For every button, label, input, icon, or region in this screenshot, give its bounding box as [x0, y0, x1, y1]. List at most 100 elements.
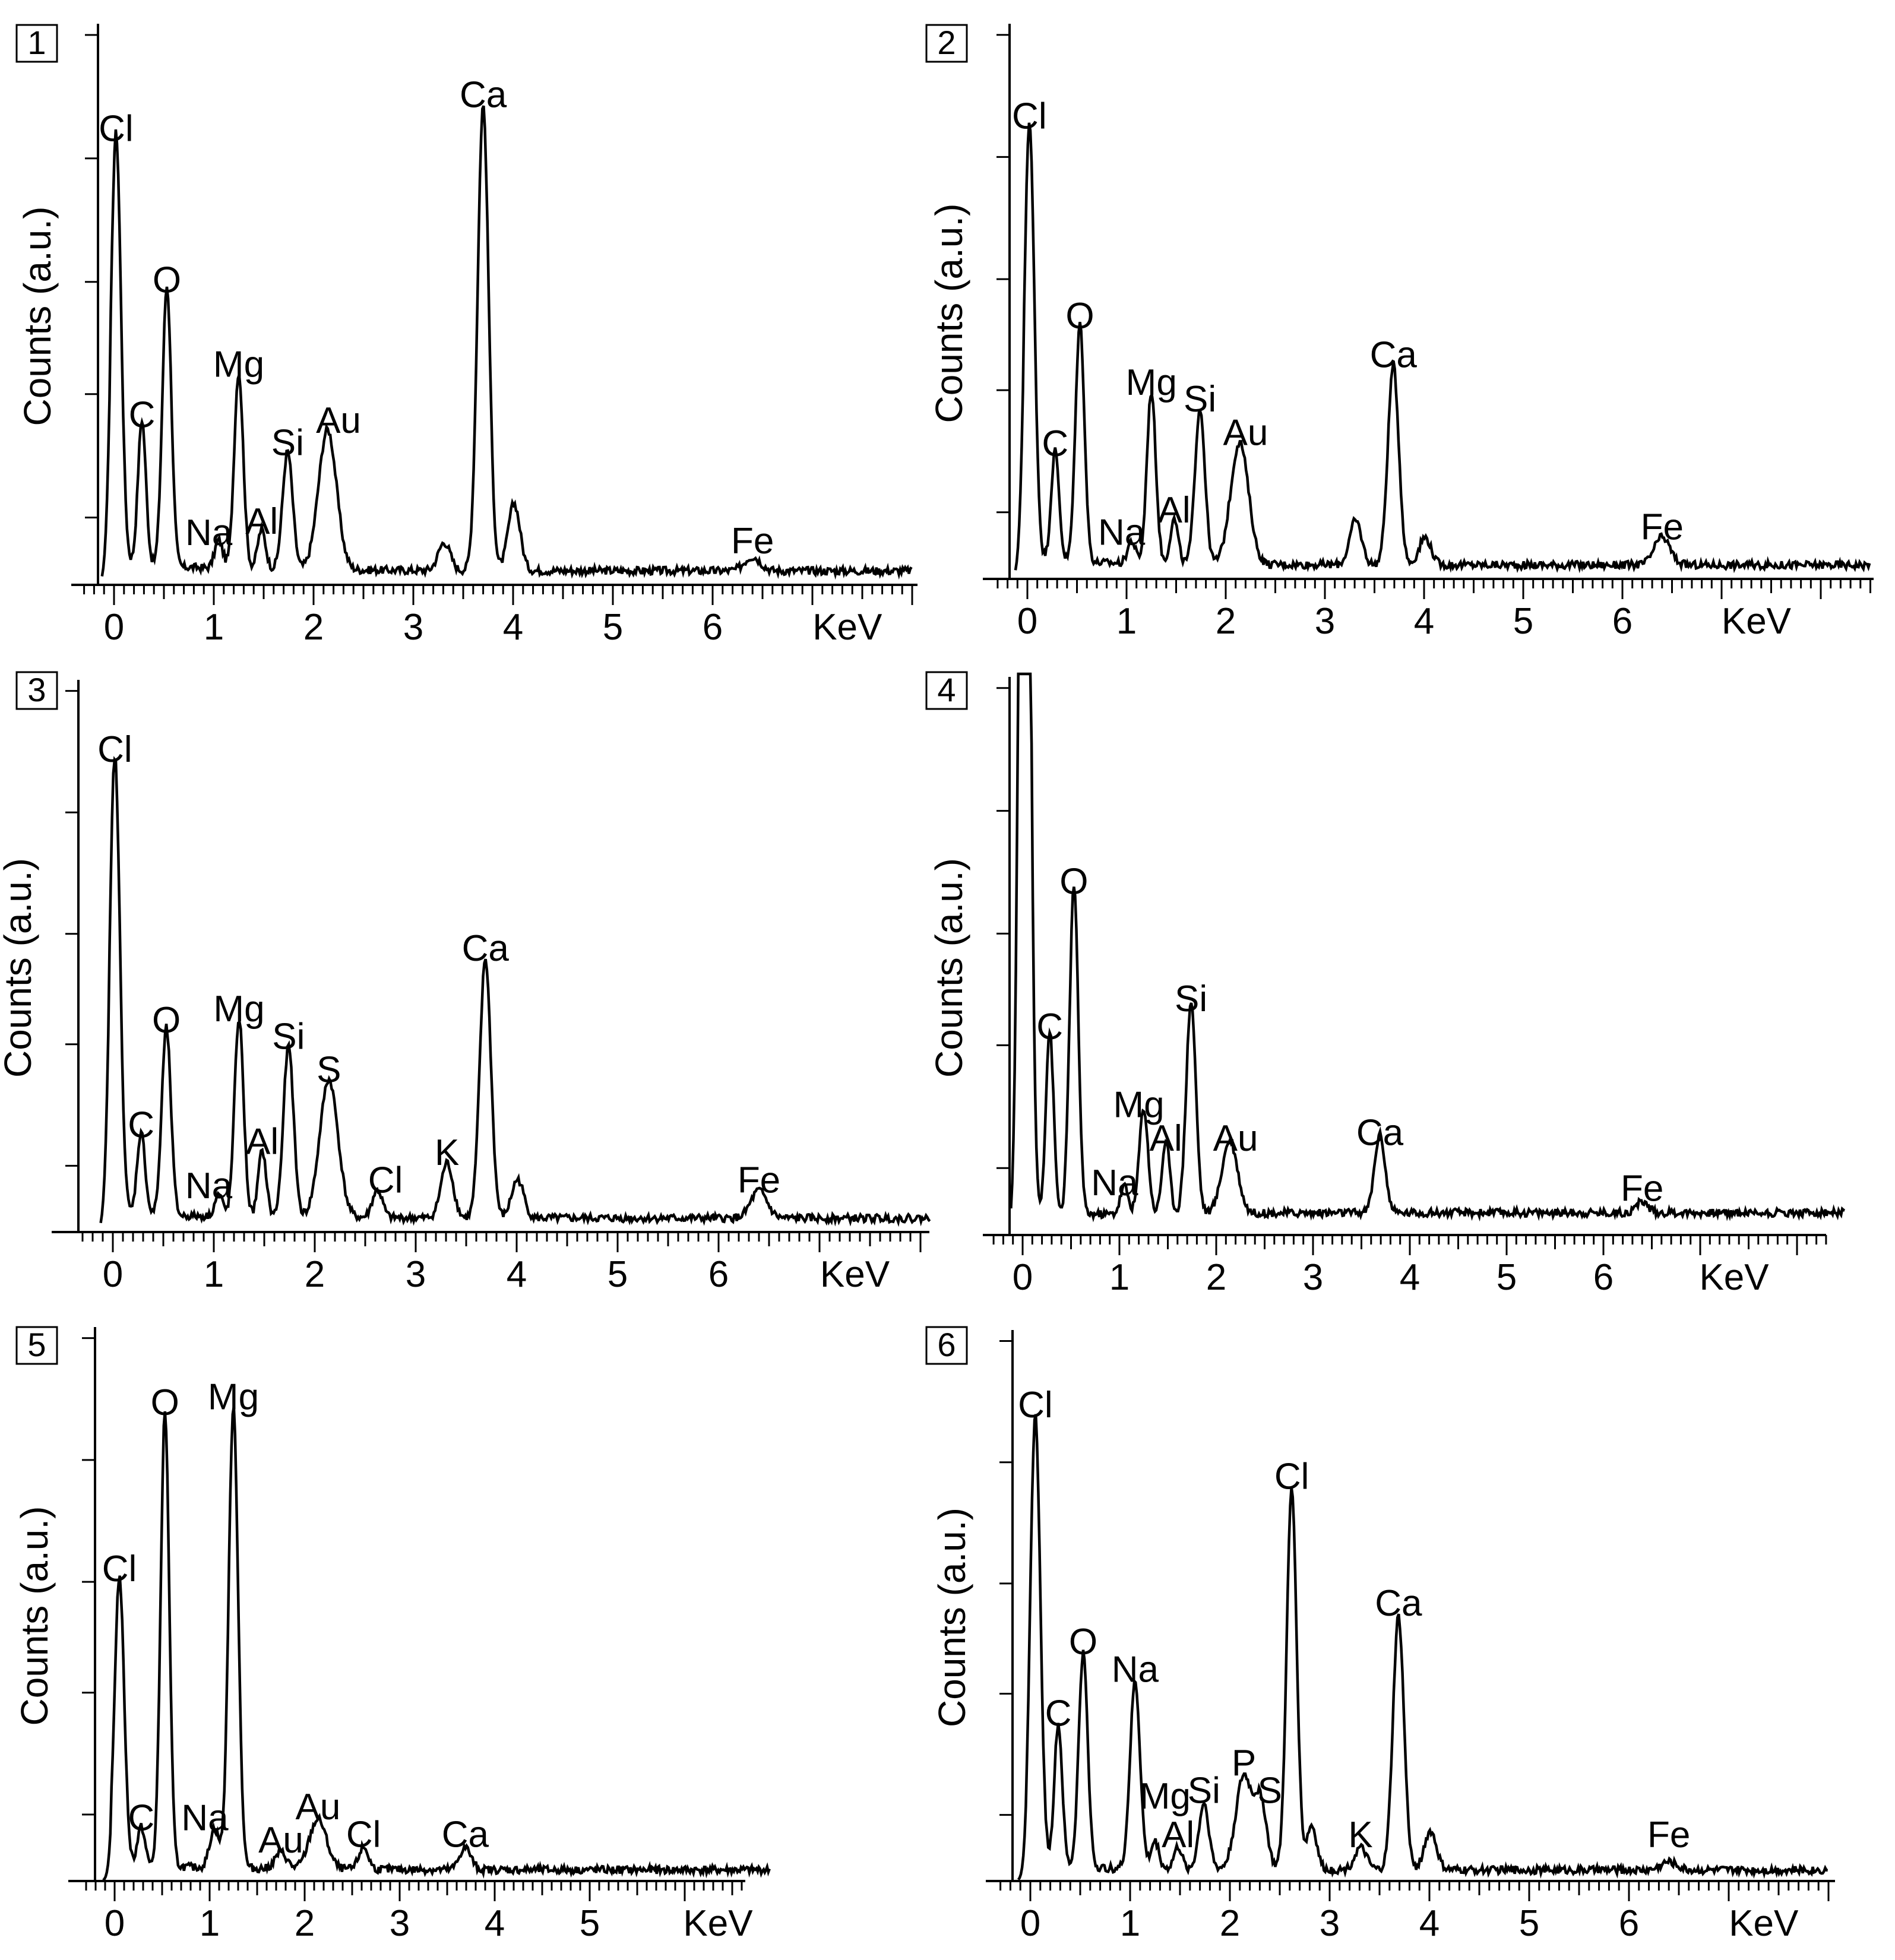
- panel-label: 4: [937, 671, 956, 708]
- peak-label-cl: Cl: [1018, 1385, 1053, 1426]
- spectrum-line: [99, 756, 931, 1227]
- peak-label-cl: Cl: [102, 1549, 137, 1589]
- panel-label-box: [925, 24, 968, 63]
- x-tick-label: 0: [1020, 1903, 1040, 1944]
- peak-label-al: Al: [246, 1121, 279, 1162]
- x-tick-label: 4: [1419, 1903, 1440, 1944]
- x-tick-label: 6: [703, 607, 723, 648]
- x-unit-label: KeV: [1722, 601, 1792, 642]
- x-tick-label: 5: [1519, 1903, 1539, 1944]
- peak-label-s: S: [317, 1050, 341, 1091]
- panel-label: 2: [937, 24, 956, 61]
- peak-label-o: O: [1065, 296, 1094, 337]
- panel-label-box: [925, 671, 968, 710]
- peak-label-cl: Cl: [97, 729, 132, 770]
- peak-label-mg: Mg: [213, 344, 264, 385]
- peak-label-fe: Fe: [1647, 1815, 1690, 1855]
- peak-label-fe: Fe: [1641, 506, 1684, 547]
- peak-label-fe: Fe: [738, 1160, 780, 1201]
- peak-label-o: O: [151, 1382, 179, 1423]
- y-axis-label: Counts (a.u.): [0, 858, 39, 1078]
- peak-label-cl: Cl: [99, 108, 134, 149]
- peak-label-au: Au: [258, 1820, 303, 1861]
- spectrum-panel-1: 1 Counts (a.u.) 0 1 2 3 4 5 6 KeV Cl C O Na Mg Al Si Au Ca…: [15, 24, 918, 648]
- x-tick-label: 6: [1612, 601, 1633, 642]
- peak-label-ca: Ca: [462, 928, 510, 969]
- peak-label-si: Si: [271, 423, 304, 464]
- x-tick-label: 1: [200, 1903, 220, 1944]
- peak-label-ca: Ca: [1375, 1583, 1422, 1624]
- x-tick-label: 3: [1320, 1903, 1340, 1944]
- peak-label-cl: Cl: [368, 1160, 403, 1201]
- x-tick-label: 2: [295, 1903, 315, 1944]
- x-tick-label: 4: [507, 1254, 527, 1295]
- x-tick-label: 6: [1593, 1257, 1614, 1298]
- peak-label-o: O: [152, 1000, 181, 1041]
- peak-label-o: O: [153, 260, 181, 301]
- x-tick-label: 5: [1513, 601, 1533, 642]
- x-tick-label: 5: [603, 607, 623, 648]
- y-axis-label: Counts (a.u.): [16, 207, 59, 426]
- panel-label: 1: [27, 24, 46, 61]
- x-tick-label: 5: [608, 1254, 628, 1295]
- x-tick-label: 4: [1400, 1257, 1420, 1298]
- y-axis-label: Counts (a.u.): [928, 858, 970, 1078]
- x-tick-label: 4: [485, 1903, 505, 1944]
- x-tick-label: 1: [1116, 601, 1137, 642]
- peak-label-si: Si: [1188, 1771, 1220, 1812]
- x-tick-label: 2: [1206, 1257, 1226, 1298]
- x-unit-label: KeV: [1729, 1903, 1799, 1944]
- x-tick-label: 1: [204, 1254, 224, 1295]
- x-unit-label: KeV: [820, 1254, 890, 1295]
- panel-label: 6: [937, 1326, 956, 1363]
- panel-label: 3: [27, 671, 46, 708]
- peak-label-au: Au: [295, 1787, 340, 1828]
- y-axis-label: Counts (a.u.): [931, 1508, 973, 1727]
- peak-label-ca: Ca: [460, 75, 507, 116]
- peak-label-s: S: [1258, 1771, 1282, 1812]
- peak-label-c: C: [128, 1798, 154, 1839]
- peak-label-au: Au: [1223, 412, 1268, 453]
- x-tick-label: 2: [1216, 601, 1236, 642]
- peak-label-c: C: [1042, 423, 1068, 464]
- peak-label-au: Au: [1213, 1118, 1258, 1159]
- peak-label-cl: Cl: [346, 1815, 381, 1855]
- peak-label-o: O: [1069, 1622, 1097, 1663]
- peak-label-p: P: [1232, 1743, 1256, 1784]
- panel-label-box: [15, 24, 58, 63]
- peak-label-fe: Fe: [731, 521, 774, 562]
- x-unit-label: KeV: [812, 607, 882, 648]
- x-tick-label: 5: [1497, 1257, 1517, 1298]
- peak-label-na: Na: [181, 1798, 229, 1839]
- y-axis-label: Counts (a.u.): [13, 1506, 56, 1726]
- x-tick-label: 6: [1619, 1903, 1639, 1944]
- peak-label-fe: Fe: [1621, 1168, 1663, 1209]
- peak-label-na: Na: [1098, 512, 1146, 553]
- peak-label-au: Au: [316, 400, 361, 441]
- x-tick-label: 5: [580, 1903, 600, 1944]
- peak-label-ca: Ca: [1356, 1112, 1404, 1153]
- x-tick-label: 6: [708, 1254, 729, 1295]
- x-tick-label: 1: [204, 607, 224, 648]
- x-tick-label: 4: [503, 607, 523, 648]
- peak-label-na: Na: [1091, 1163, 1138, 1204]
- x-tick-label: 3: [403, 607, 423, 648]
- x-tick-label: 0: [1017, 601, 1037, 642]
- x-tick-label: 2: [303, 607, 324, 648]
- x-tick-label: 2: [305, 1254, 325, 1295]
- spectrum-line: [1014, 122, 1871, 574]
- peak-label-mg: Mg: [1113, 1084, 1165, 1125]
- peak-label-si: Si: [1184, 379, 1216, 420]
- peak-label-al: Al: [245, 501, 278, 542]
- x-tick-label: 3: [406, 1254, 426, 1295]
- peak-label-na: Na: [185, 1166, 233, 1207]
- x-tick-label: 0: [104, 607, 124, 648]
- panel-label-box: [15, 1326, 58, 1365]
- spectrum-panel-3: 3 Counts (a.u.) 0 1 2 3 4 5 6 KeV Cl C O Na Mg Al Si S Cl K…: [0, 671, 931, 1295]
- peak-label-c: C: [129, 394, 156, 435]
- x-tick-label: 4: [1414, 601, 1434, 642]
